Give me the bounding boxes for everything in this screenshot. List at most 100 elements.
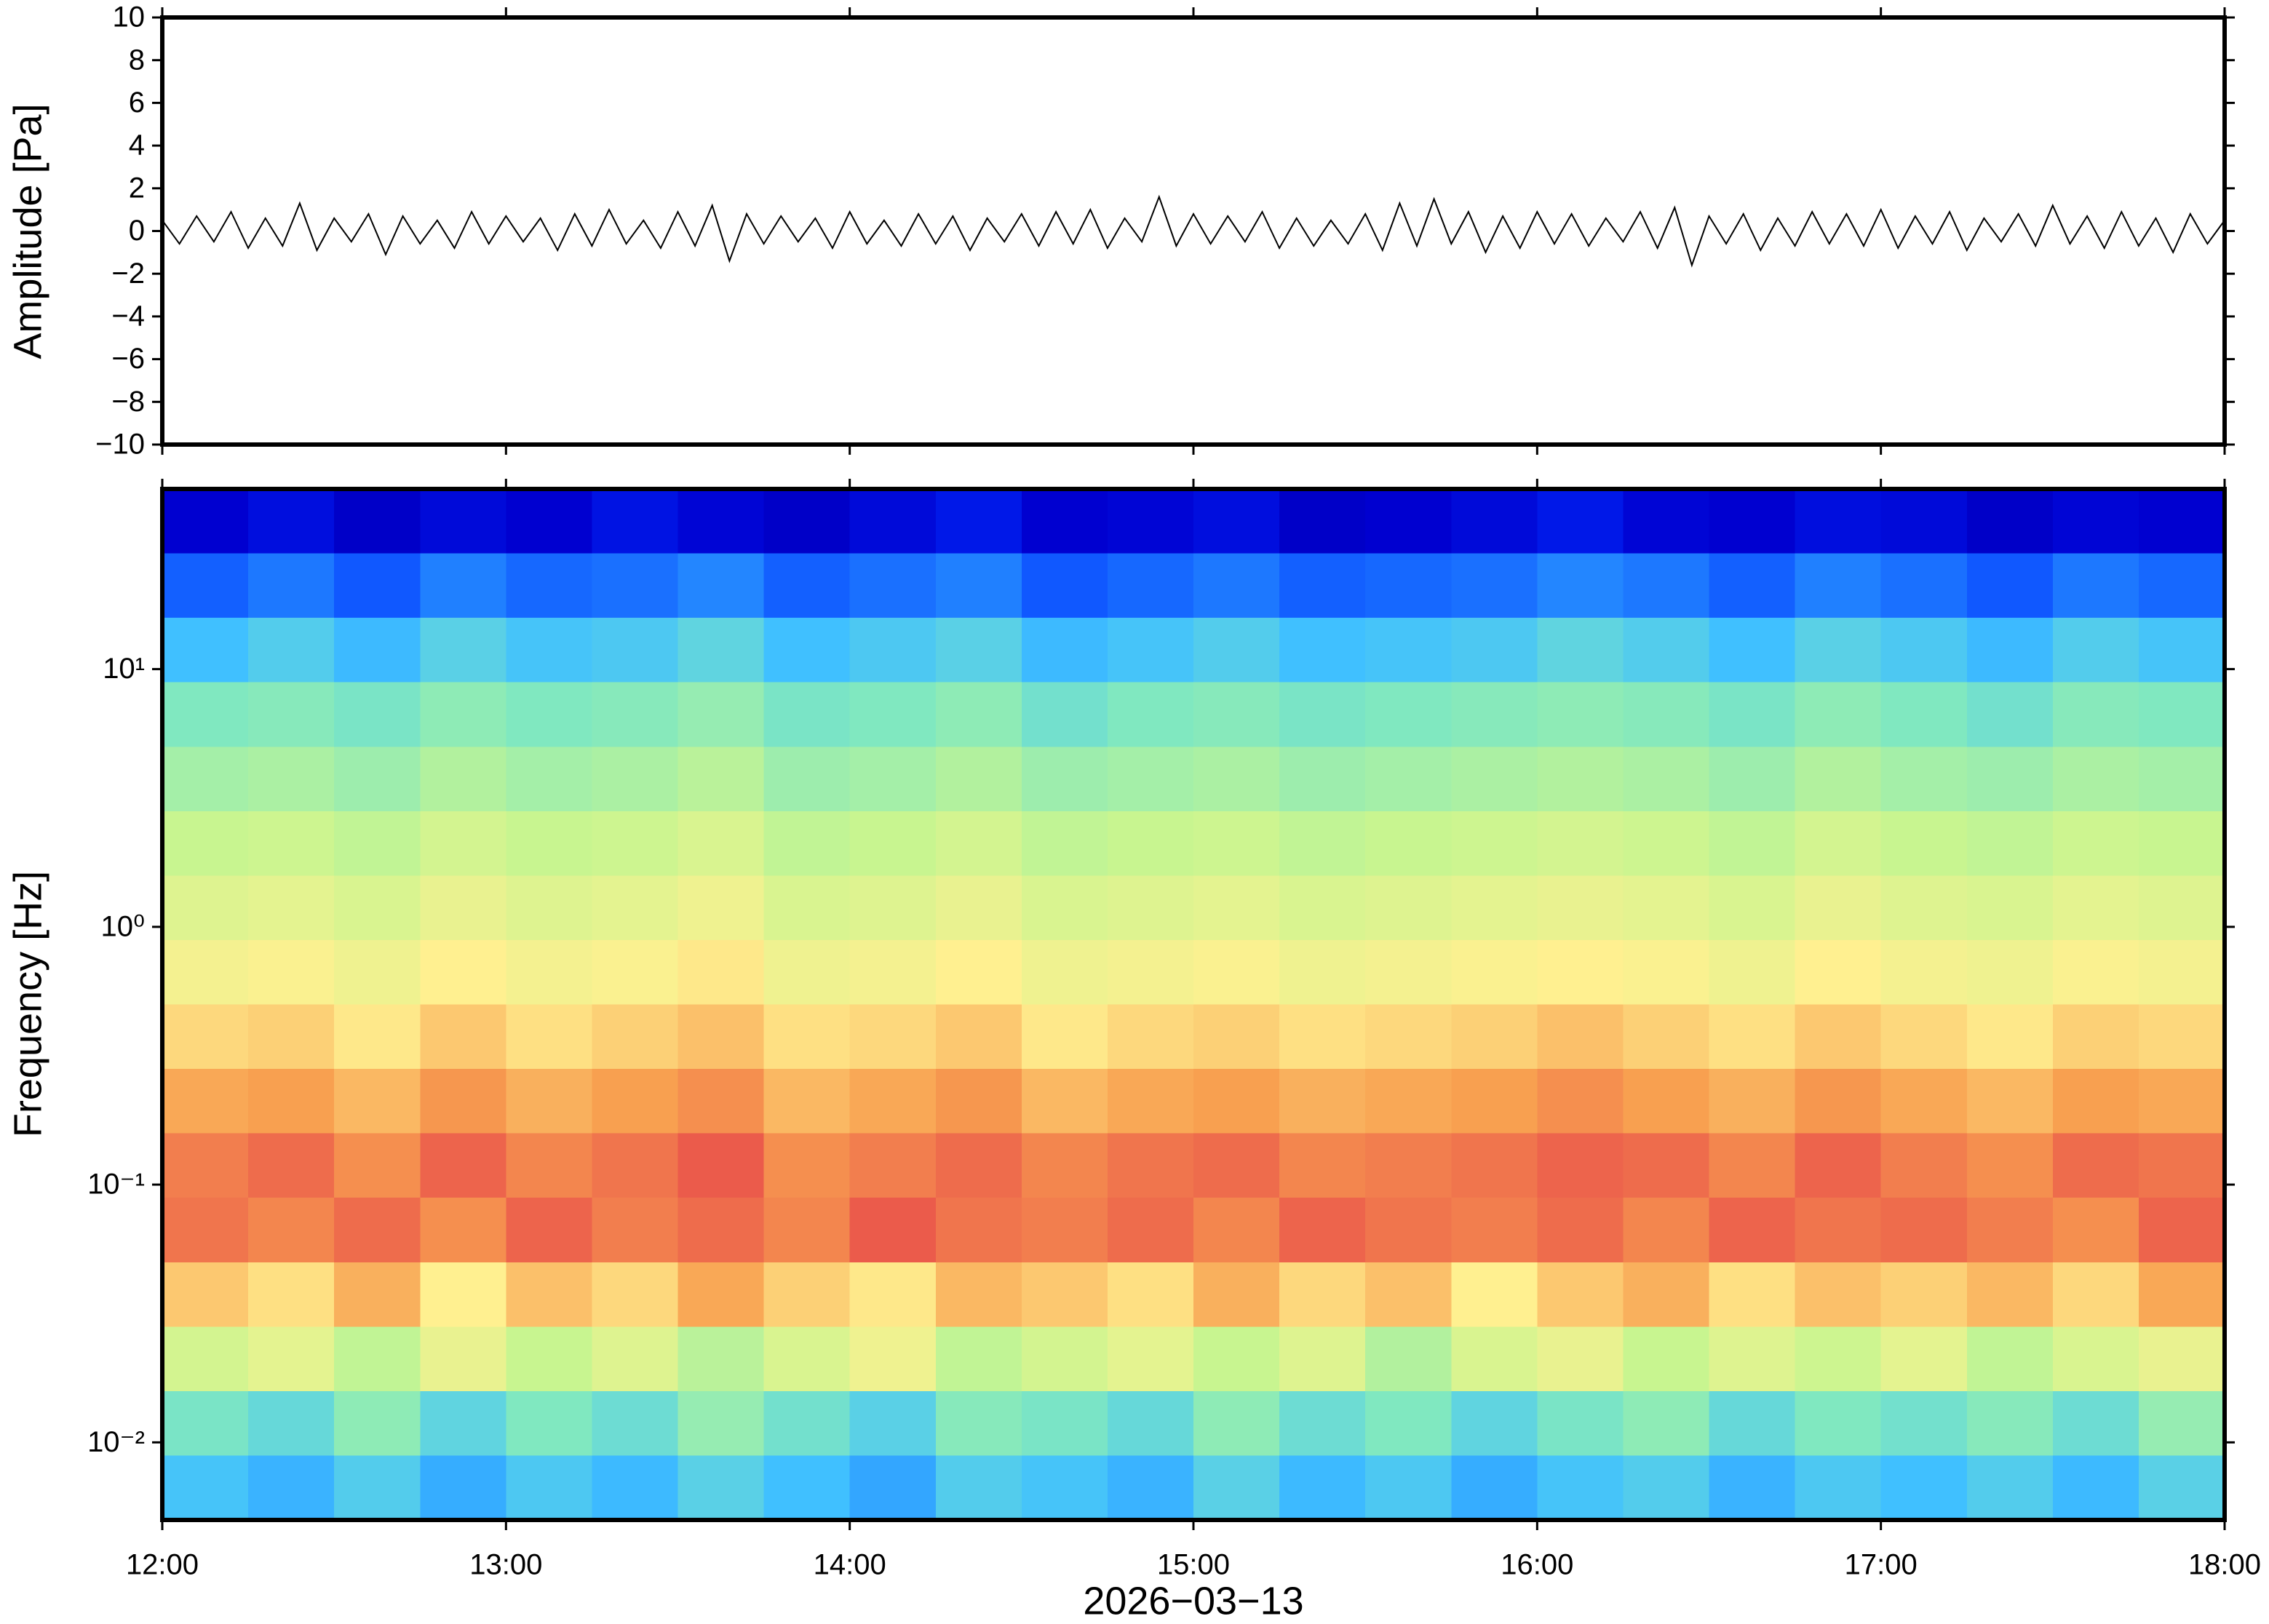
heatmap-cell (1623, 1455, 1710, 1521)
heatmap-cell (935, 939, 1022, 1006)
heatmap-cell (592, 489, 679, 554)
heatmap-cell (763, 1326, 851, 1392)
heatmap-cell (677, 1069, 765, 1134)
heatmap-cell (2052, 1390, 2139, 1457)
heatmap-cell (2138, 1133, 2225, 1198)
heatmap-cell (1537, 939, 1624, 1006)
x-tick-label: 15:00 (1157, 1549, 1230, 1581)
heatmap-cell (1880, 1262, 1968, 1328)
heatmap-cell (1193, 682, 1280, 747)
heatmap-cell (420, 489, 506, 554)
heatmap-cell (1365, 811, 1452, 877)
heatmap-cell (162, 1390, 249, 1457)
heatmap-cell (162, 682, 249, 747)
heatmap-cell (1107, 553, 1194, 618)
heatmap-cell (2138, 682, 2225, 747)
heatmap-cell (677, 1133, 765, 1198)
heatmap-cell (1795, 811, 1882, 877)
heatmap-cell (1451, 553, 1538, 618)
heatmap-cell (763, 553, 851, 618)
plot-frame (160, 15, 2227, 447)
waveform (162, 194, 2225, 268)
heatmap-cell (935, 1455, 1022, 1521)
heatmap-cell (1537, 1198, 1624, 1263)
heatmap-cell (1107, 875, 1194, 941)
heatmap-cell (1021, 939, 1108, 1006)
heatmap-cell (1451, 875, 1538, 941)
heatmap-cell (248, 811, 335, 877)
heatmap-cell (334, 875, 421, 941)
heatmap-cell (1021, 682, 1108, 747)
heatmap-cell (677, 875, 765, 941)
heatmap-cell (248, 1390, 335, 1457)
heatmap-cell (2052, 811, 2139, 877)
heatmap-cell (1537, 553, 1624, 618)
heatmap-cell (1795, 1326, 1882, 1392)
heatmap-cell (334, 1390, 421, 1457)
heatmap-cell (420, 682, 506, 747)
y-tick-label: 10⁰ (100, 910, 145, 942)
heatmap-cell (1966, 618, 2054, 683)
heatmap-cell (1021, 1198, 1108, 1263)
heatmap-cell (1451, 618, 1538, 683)
heatmap-cell (677, 1390, 765, 1457)
heatmap-cell (1021, 489, 1108, 554)
heatmap-cell (1279, 1326, 1366, 1392)
heatmap-cell (1709, 1390, 1796, 1457)
heatmap-cell (420, 553, 506, 618)
heatmap-cell (1021, 1390, 1108, 1457)
heatmap-cell (1451, 939, 1538, 1006)
heatmap-cell (1880, 553, 1968, 618)
heatmap-cell (1709, 682, 1796, 747)
heatmap-cell (334, 1326, 421, 1392)
heatmap-cell (506, 682, 593, 747)
heatmap-cell (1709, 875, 1796, 941)
heatmap-cell (1623, 1069, 1710, 1134)
heatmap-cell (2052, 553, 2139, 618)
heatmap-cell (1107, 1198, 1194, 1263)
heatmap-cell (1537, 811, 1624, 877)
heatmap-cell (1193, 939, 1280, 1006)
heatmap-cell (334, 1262, 421, 1328)
heatmap-cell (1107, 682, 1194, 747)
x-tick-label: 12:00 (126, 1549, 199, 1581)
heatmap-cell (1107, 1390, 1194, 1457)
heatmap-cell (334, 1198, 421, 1263)
heatmap-cell (935, 1326, 1022, 1392)
heatmap-cell (2138, 1262, 2225, 1328)
heatmap-cell (1537, 1326, 1624, 1392)
heatmap-cell (248, 618, 335, 683)
heatmap-cell (1709, 618, 1796, 683)
heatmap-cell (1107, 1262, 1194, 1328)
heatmap-cell (1365, 1198, 1452, 1263)
heatmap-cell (2138, 553, 2225, 618)
heatmap-cell (420, 618, 506, 683)
heatmap-cell (1451, 1455, 1538, 1521)
heatmap-cell (849, 1262, 937, 1328)
heatmap-cell (1193, 1262, 1280, 1328)
heatmap-cell (935, 1198, 1022, 1263)
heatmap-cell (849, 1069, 937, 1134)
heatmap-cell (1795, 1004, 1882, 1070)
y-tick-label: 8 (129, 44, 145, 76)
heatmap-cell (1623, 1262, 1710, 1328)
heatmap-cell (677, 811, 765, 877)
heatmap-cell (248, 1004, 335, 1070)
heatmap-cell (1365, 1326, 1452, 1392)
heatmap-cell (162, 747, 249, 812)
heatmap-cell (506, 489, 593, 554)
heatmap-cell (1279, 1069, 1366, 1134)
heatmap-cell (1193, 618, 1280, 683)
heatmap-cell (1795, 682, 1882, 747)
heatmap-cell (1279, 682, 1366, 747)
heatmap-cell (849, 1004, 937, 1070)
heatmap-cell (506, 618, 593, 683)
heatmap-cell (1709, 1198, 1796, 1263)
heatmap-cell (1966, 939, 2054, 1006)
heatmap-cell (1966, 1069, 2054, 1134)
x-tick-label: 16:00 (1501, 1549, 1573, 1581)
heatmap-cell (248, 1069, 335, 1134)
heatmap-cell (1451, 1198, 1538, 1263)
heatmap-cell (1623, 1198, 1710, 1263)
heatmap-cell (1107, 489, 1194, 554)
